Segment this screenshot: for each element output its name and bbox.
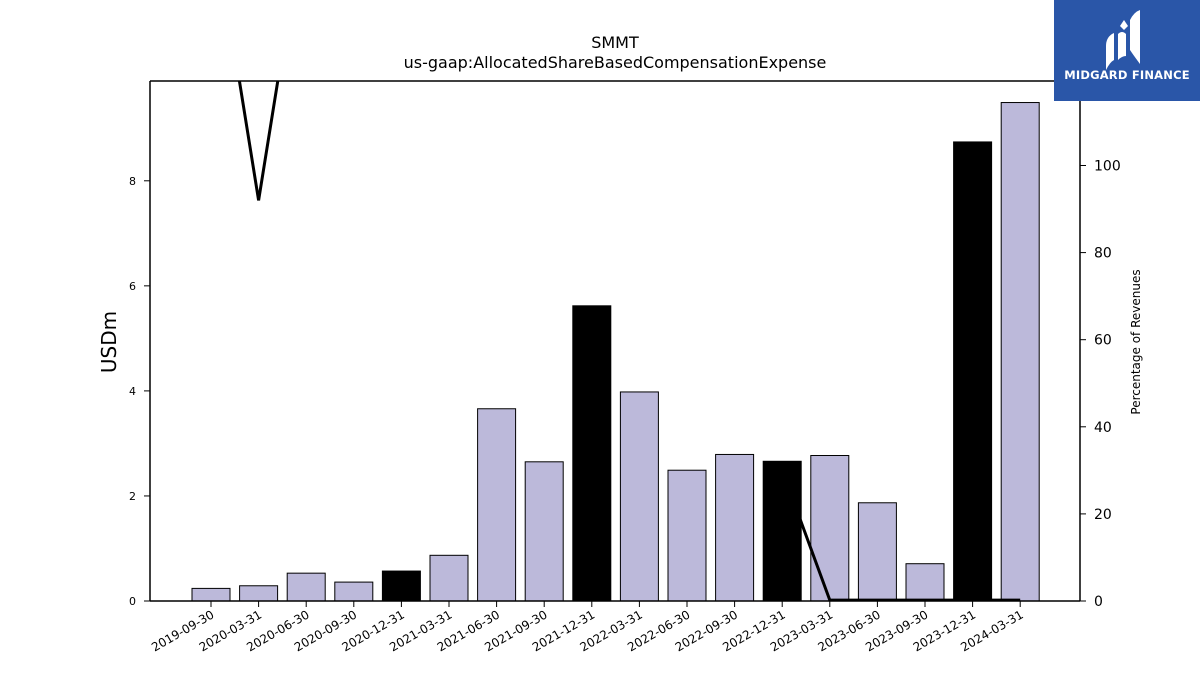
y2-tick-label: 60 [1094, 333, 1112, 349]
y2-axis-label: Percentage of Revenues [1129, 269, 1143, 414]
bar-2022-09-30 [715, 453, 755, 602]
bar-2020-06-30 [286, 572, 326, 602]
y2-tick-label: 100 [1094, 158, 1121, 174]
bar-2021-06-30 [477, 408, 517, 602]
chart-subtitle: us-gaap:AllocatedShareBasedCompensationE… [404, 53, 827, 72]
bar-2024-03-31 [1000, 102, 1040, 602]
bar-2023-06-30 [857, 502, 897, 602]
bar-2019-09-30 [191, 587, 231, 602]
bar-2022-03-31 [619, 391, 659, 602]
bar-2023-09-30 [905, 563, 945, 602]
bar-2023-12-31 [953, 141, 993, 602]
y-tick-label: 6 [129, 280, 136, 293]
logo-text: MIDGARD FINANCE [1064, 68, 1190, 82]
y-tick-label: 4 [129, 385, 136, 398]
bars-group [191, 102, 1040, 602]
midgard-logo-icon [1106, 10, 1140, 70]
y-axis-label: USDm [97, 311, 121, 373]
y2-tick-label: 0 [1094, 594, 1103, 610]
bar-2020-03-31 [239, 585, 279, 602]
bar-2020-09-30 [334, 581, 374, 602]
y-tick-label: 8 [129, 175, 136, 188]
bar-2021-09-30 [524, 461, 564, 602]
y-tick-label: 2 [129, 490, 136, 503]
y2-tick-label: 40 [1094, 420, 1112, 436]
percentage-line-segment-2 [780, 469, 1021, 601]
line-group [237, 81, 1021, 601]
bar-2021-12-31 [572, 305, 612, 602]
y2-tick-label: 80 [1094, 246, 1112, 262]
midgard-finance-logo: MIDGARD FINANCE [1054, 0, 1200, 101]
bar-2021-03-31 [429, 554, 469, 602]
percentage-line-segment-1 [237, 81, 280, 201]
bar-2022-06-30 [667, 469, 707, 602]
y-tick-label: 0 [129, 595, 136, 608]
chart-title: SMMT [591, 33, 639, 52]
bar-2022-12-31 [762, 460, 802, 602]
bar-2020-12-31 [381, 570, 421, 602]
y2-tick-label: 20 [1094, 507, 1112, 523]
bar-2023-03-31 [810, 455, 850, 602]
